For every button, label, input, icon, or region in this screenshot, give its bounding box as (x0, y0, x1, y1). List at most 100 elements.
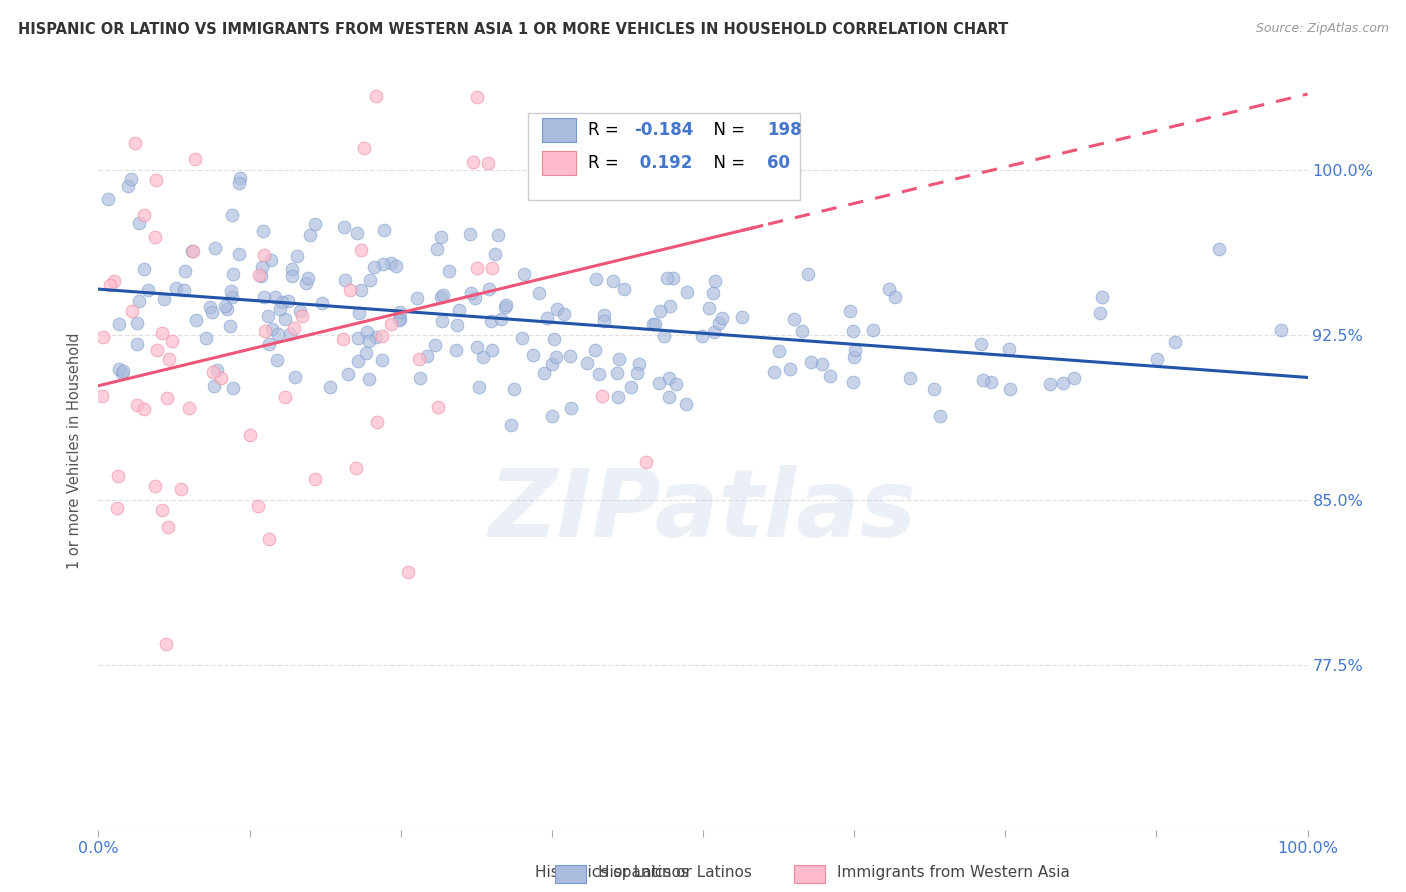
Point (333, 219, 356, 234)
Point (181, 244, 204, 259)
Point (201, 365, 224, 379)
Point (495, 298, 517, 312)
Point (347, 305, 370, 319)
Point (264, 290, 287, 304)
Point (510, 331, 533, 345)
Point (257, 532, 280, 546)
Point (319, 380, 342, 394)
Point (333, 273, 356, 287)
Point (134, 208, 156, 222)
Point (128, 216, 150, 230)
Point (156, 392, 179, 406)
Point (658, 390, 681, 404)
Point (252, 223, 274, 237)
Point (112, 363, 135, 377)
Point (970, 337, 993, 351)
Point (359, 334, 381, 348)
Point (370, 328, 392, 343)
Point (593, 308, 616, 322)
Point (221, 209, 243, 223)
Point (405, 291, 427, 305)
Point (648, 304, 671, 318)
Point (239, 428, 262, 442)
Point (416, 349, 439, 363)
Point (218, 319, 240, 334)
Point (1088, 306, 1111, 320)
Point (388, 305, 411, 319)
Point (124, 136, 146, 150)
Point (1091, 290, 1114, 304)
Point (214, 299, 236, 313)
Point (127, 337, 149, 351)
Point (702, 285, 724, 300)
Point (304, 472, 326, 486)
Point (676, 285, 699, 299)
Point (924, 382, 946, 396)
Point (588, 368, 610, 382)
Point (430, 230, 453, 244)
Point (153, 292, 176, 306)
Point (792, 324, 814, 338)
Point (346, 353, 368, 368)
Point (707, 317, 730, 331)
Point (253, 290, 276, 304)
Text: HISPANIC OR LATINO VS IMMIGRANTS FROM WESTERN ASIA 1 OR MORE VEHICLES IN HOUSEHO: HISPANIC OR LATINO VS IMMIGRANTS FROM WE… (18, 22, 1008, 37)
Point (229, 171, 252, 186)
Point (260, 252, 283, 267)
Point (665, 376, 688, 391)
Point (359, 273, 381, 287)
Point (299, 228, 322, 243)
Text: 0.192: 0.192 (634, 154, 692, 172)
Point (471, 350, 494, 364)
Point (620, 379, 643, 393)
Point (359, 372, 381, 386)
Point (354, 345, 377, 359)
Text: Hispanics or Latinos: Hispanics or Latinos (536, 865, 689, 880)
Text: 60: 60 (768, 154, 790, 172)
Point (444, 343, 467, 358)
Point (179, 401, 201, 416)
Point (606, 366, 628, 380)
Point (173, 283, 195, 297)
Point (337, 368, 360, 382)
Point (311, 295, 333, 310)
Point (731, 310, 754, 325)
Point (291, 309, 314, 323)
Point (796, 267, 818, 281)
Point (356, 325, 378, 339)
Point (430, 290, 453, 304)
Point (877, 282, 900, 296)
Point (202, 379, 225, 393)
Point (408, 352, 430, 367)
Point (93, 330, 115, 344)
Point (219, 284, 242, 298)
Point (344, 461, 367, 475)
Point (388, 312, 411, 326)
Point (710, 310, 733, 325)
Point (373, 223, 395, 237)
Point (222, 380, 245, 394)
FancyBboxPatch shape (543, 118, 576, 142)
Point (1039, 377, 1062, 392)
Point (467, 260, 489, 275)
Point (536, 310, 558, 325)
Point (898, 370, 921, 384)
Point (884, 290, 907, 304)
Point (626, 366, 648, 380)
Point (256, 309, 278, 323)
Point (304, 217, 326, 231)
Point (818, 369, 841, 384)
Point (692, 178, 714, 193)
Point (637, 130, 659, 145)
Point (522, 348, 544, 362)
Point (228, 246, 250, 260)
Point (280, 268, 302, 283)
Point (486, 228, 509, 243)
Point (250, 260, 273, 274)
Point (201, 305, 224, 319)
Point (371, 352, 394, 367)
Text: N =: N = (703, 154, 751, 172)
Point (477, 156, 499, 170)
Point (121, 172, 143, 186)
Point (146, 343, 169, 357)
